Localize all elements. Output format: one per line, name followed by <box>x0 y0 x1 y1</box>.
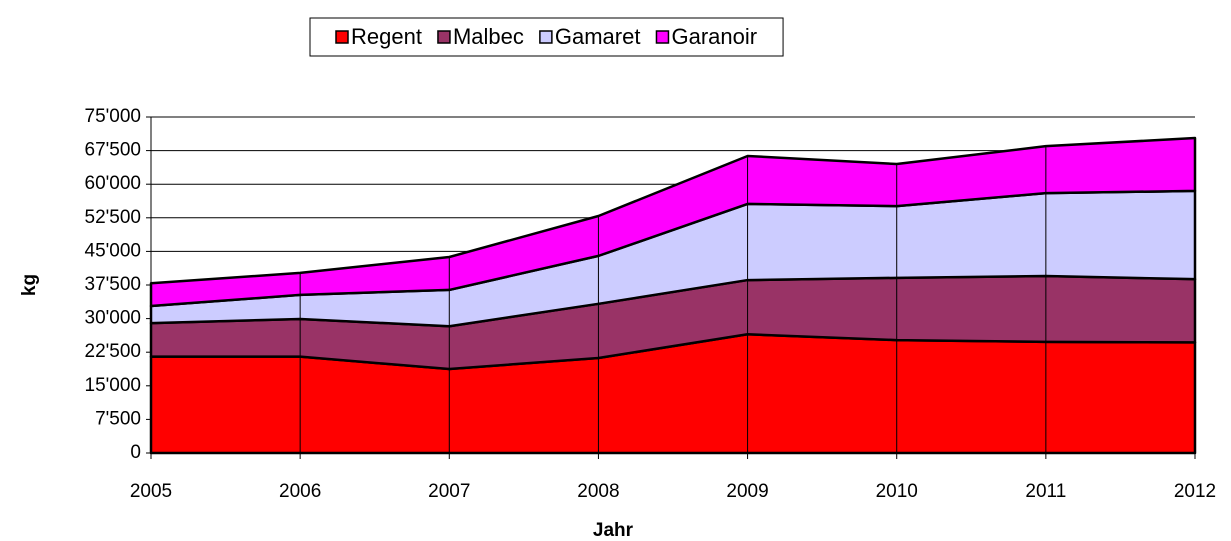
y-tick-label: 30'000 <box>85 308 141 329</box>
y-tick-label: 75'000 <box>85 106 141 127</box>
x-tick-label: 2009 <box>726 481 768 502</box>
x-tick-label: 2011 <box>1025 481 1066 502</box>
legend-label: Garanoir <box>671 24 757 49</box>
x-tick-label: 2007 <box>428 481 470 502</box>
x-tick-label: 2005 <box>130 481 172 502</box>
legend-swatch <box>655 30 670 44</box>
y-tick-label: 37'500 <box>85 274 141 295</box>
y-tick-label: 15'000 <box>85 375 141 396</box>
legend-swatch <box>539 30 553 44</box>
y-tick-label: 0 <box>130 442 141 463</box>
y-tick-label: 60'000 <box>85 173 141 194</box>
legend-swatch <box>335 30 349 44</box>
legend-label: Malbec <box>453 24 524 49</box>
x-axis-title: Jahr <box>593 520 634 541</box>
y-tick-label: 45'000 <box>85 240 141 261</box>
y-tick-label: 7'500 <box>95 408 141 429</box>
x-tick-label: 2006 <box>279 481 321 502</box>
x-tick-label: 2010 <box>876 481 918 502</box>
x-tick-label: 2012 <box>1174 481 1216 502</box>
legend-label: Regent <box>351 24 422 49</box>
y-tick-label: 67'500 <box>85 140 141 161</box>
legend-swatch <box>437 30 451 44</box>
y-axis-title: kg <box>19 274 40 296</box>
y-tick-label: 22'500 <box>85 341 141 362</box>
legend-label: Gamaret <box>555 24 641 49</box>
x-tick-label: 2008 <box>577 481 619 502</box>
y-tick-label: 52'500 <box>85 207 141 228</box>
